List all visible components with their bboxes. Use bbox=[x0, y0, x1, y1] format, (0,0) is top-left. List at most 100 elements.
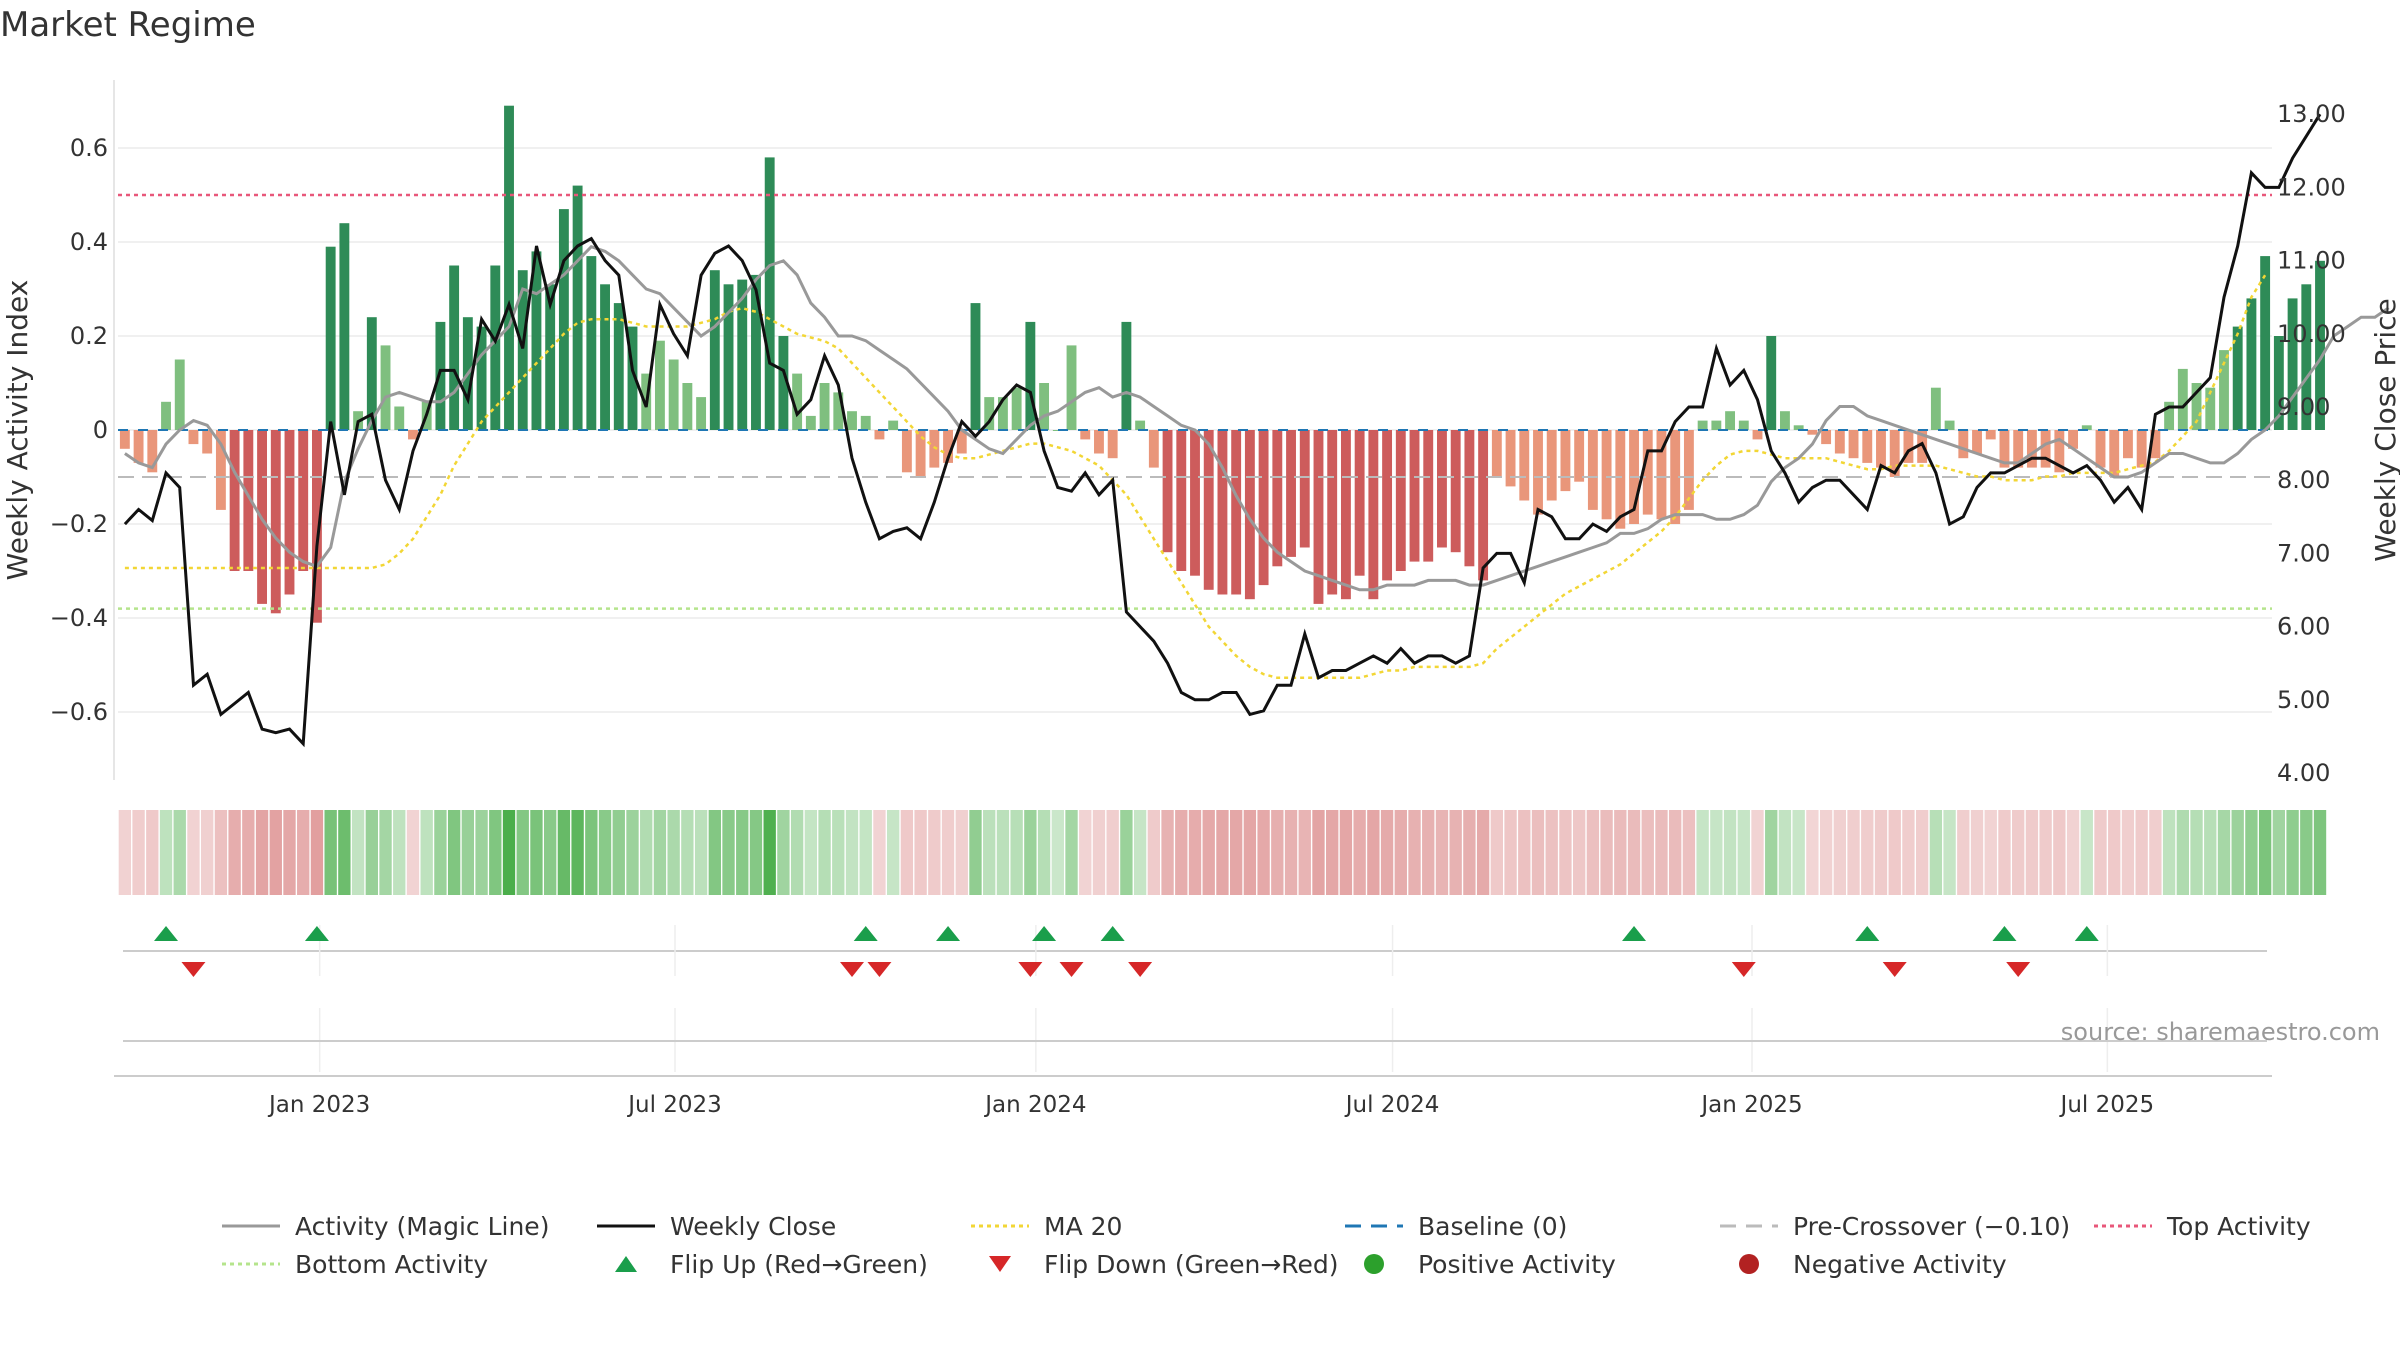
activity-bar bbox=[270, 430, 281, 614]
regime-cell bbox=[928, 810, 941, 895]
regime-cell bbox=[1559, 810, 1572, 895]
regime-cell bbox=[777, 810, 790, 895]
source-label: source: sharemaestro.com bbox=[2061, 1018, 2380, 1046]
activity-bar bbox=[1135, 420, 1146, 430]
activity-bar bbox=[1340, 430, 1351, 600]
activity-bar bbox=[1121, 321, 1132, 430]
regime-cell bbox=[2258, 810, 2272, 895]
activity-bar bbox=[2136, 430, 2147, 468]
regime-cell bbox=[1092, 810, 1106, 895]
activity-bar bbox=[1039, 383, 1050, 430]
regime-cell bbox=[557, 810, 571, 895]
regime-cell bbox=[1257, 810, 1270, 895]
activity-bar bbox=[1574, 430, 1585, 482]
y-axis-label-right: Weekly Close Price bbox=[2369, 298, 2400, 561]
regime-cell bbox=[1271, 810, 1284, 895]
regime-cell bbox=[2217, 810, 2231, 895]
legend-label: MA 20 bbox=[1044, 1212, 1122, 1241]
activity-bar bbox=[737, 279, 748, 430]
y-tick-label-right: 5.00 bbox=[2277, 686, 2330, 714]
activity-bar bbox=[408, 430, 418, 440]
activity-bar bbox=[915, 430, 926, 477]
activity-bar bbox=[1052, 430, 1063, 431]
legend-item: Flip Up (Red→Green) bbox=[615, 1250, 928, 1279]
activity-bar bbox=[1766, 336, 1777, 430]
regime-cell bbox=[1765, 810, 1778, 895]
activity-bar bbox=[1107, 430, 1118, 459]
regime-cell bbox=[118, 810, 132, 895]
activity-bar bbox=[229, 430, 240, 571]
activity-bar bbox=[1231, 430, 1242, 595]
activity-bar bbox=[1656, 430, 1667, 520]
regime-cell bbox=[1655, 810, 1668, 895]
activity-bar bbox=[1821, 430, 1832, 445]
regime-cell bbox=[1463, 810, 1476, 895]
regime-cell bbox=[1147, 810, 1161, 895]
activity-bar bbox=[1162, 430, 1173, 553]
activity-bar bbox=[888, 420, 899, 430]
regime-cell bbox=[2204, 810, 2217, 895]
activity-bar bbox=[901, 430, 912, 473]
activity-bar bbox=[1697, 420, 1708, 430]
regime-cell bbox=[1545, 810, 1558, 895]
activity-bar bbox=[174, 359, 185, 430]
legend-item: Top Activity bbox=[2094, 1212, 2311, 1241]
activity-bar bbox=[682, 383, 693, 430]
regime-cell bbox=[242, 810, 255, 895]
regime-cell bbox=[1422, 810, 1435, 895]
flip-up-marker bbox=[1992, 926, 2017, 941]
legend-item: Pre-Crossover (−0.10) bbox=[1720, 1212, 2070, 1241]
regime-cell bbox=[1627, 810, 1641, 895]
activity-bar bbox=[778, 336, 789, 430]
regime-cell bbox=[969, 810, 982, 895]
x-tick-label: Jul 2023 bbox=[626, 1092, 722, 1118]
activity-bar bbox=[147, 430, 158, 473]
activity-bar bbox=[1752, 430, 1763, 440]
regime-cell bbox=[1408, 810, 1421, 895]
activity-bar bbox=[435, 321, 446, 430]
activity-bar bbox=[1876, 430, 1886, 468]
legend-swatch-up bbox=[615, 1256, 637, 1272]
activity-bar bbox=[311, 430, 322, 623]
regime-cell bbox=[2286, 810, 2299, 895]
regime-cell bbox=[132, 810, 145, 895]
regime-cell bbox=[159, 810, 173, 895]
y-tick-label-right: 6.00 bbox=[2277, 613, 2330, 641]
activity-bar bbox=[1780, 411, 1790, 430]
regime-cell bbox=[1614, 810, 1627, 895]
flip-down-marker bbox=[181, 962, 206, 977]
regime-cell bbox=[543, 810, 557, 895]
regime-cell bbox=[749, 810, 763, 895]
activity-bar bbox=[2246, 298, 2257, 430]
regime-cell bbox=[1229, 810, 1243, 895]
regime-cell bbox=[1792, 810, 1805, 895]
activity-bar bbox=[1533, 430, 1543, 515]
regime-cell bbox=[2135, 810, 2148, 895]
activity-bar bbox=[1176, 430, 1187, 571]
regime-cell bbox=[955, 810, 968, 895]
legend-item: Weekly Close bbox=[597, 1212, 836, 1241]
regime-cell bbox=[2012, 810, 2025, 895]
regime-cell bbox=[1065, 810, 1078, 895]
regime-cell bbox=[1874, 810, 1888, 895]
regime-cell bbox=[365, 810, 378, 895]
regime-cell bbox=[571, 810, 584, 895]
regime-cell bbox=[1970, 810, 1984, 895]
regime-cell bbox=[941, 810, 955, 895]
regime-cell bbox=[283, 810, 296, 895]
regime-cell bbox=[983, 810, 996, 895]
regime-cell bbox=[146, 810, 159, 895]
regime-cell bbox=[1833, 810, 1847, 895]
regime-cell bbox=[2080, 810, 2093, 895]
y-tick-label-left: −0.2 bbox=[50, 510, 108, 538]
activity-bar bbox=[161, 401, 171, 430]
regime-cell bbox=[1188, 810, 1202, 895]
flip-up-marker bbox=[1622, 926, 1647, 941]
axes: 0.6 0.4 0.2 0 −0.2 −0.4 −0.6 13.00 12.00 11.00 10.… bbox=[50, 80, 2346, 787]
activity-bar bbox=[1272, 430, 1283, 567]
chart-title: Market Regime bbox=[0, 5, 256, 45]
activity-bar bbox=[1889, 430, 1900, 477]
activity-bar bbox=[1437, 430, 1447, 548]
activity-bar bbox=[1066, 345, 1077, 430]
regime-cell bbox=[2190, 810, 2203, 895]
